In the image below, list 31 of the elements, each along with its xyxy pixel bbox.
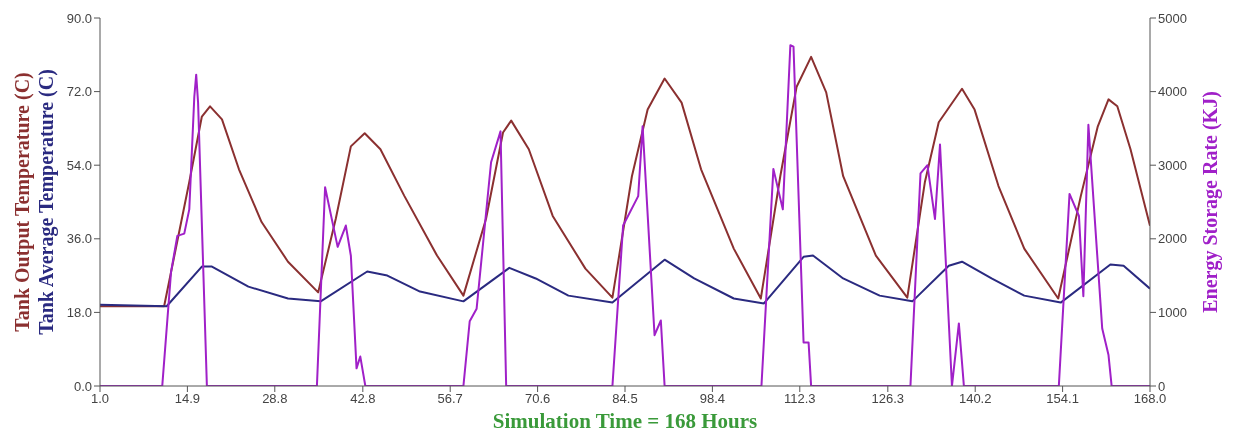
x-tick-label: 140.2 <box>958 391 992 407</box>
x-tick-label: 28.8 <box>262 391 288 407</box>
y-tick-label: 0.0 <box>73 378 92 394</box>
line-series <box>100 55 1150 308</box>
x-tick-label: 70.6 <box>524 391 551 407</box>
y2-tick-label: 0 <box>1158 378 1166 394</box>
line-series <box>100 254 1150 308</box>
y-tick-label: 72.0 <box>66 84 92 100</box>
x-tick-label: 112.3 <box>784 391 816 407</box>
y-tick-label: 18.0 <box>66 305 92 321</box>
y2-tick-label: 1000 <box>1158 305 1187 321</box>
y2-tick-label: 3000 <box>1158 157 1187 173</box>
y2-tick-label: 2000 <box>1158 231 1187 247</box>
x-tick-label: 154.1 <box>1046 391 1079 407</box>
x-tick-label: 126.3 <box>871 391 905 407</box>
y-tick-label: 54.0 <box>66 157 92 173</box>
y2-tick-label: 4000 <box>1158 84 1187 100</box>
x-tick-label: 168.0 <box>1133 391 1167 407</box>
y2-axis-title: Energy Storage Rate (KJ) <box>1199 91 1222 313</box>
text: Tank Average Temperature (C) <box>35 69 57 335</box>
y2-tick-label: 5000 <box>1158 10 1187 26</box>
x-axis-title: Simulation Time = 168 Hours <box>492 409 758 433</box>
y-tick-label: 90.0 <box>66 10 92 26</box>
x-tick-label: 42.8 <box>350 391 376 407</box>
x-tick-label: 14.9 <box>174 391 201 407</box>
x-tick-label: 98.4 <box>699 391 726 407</box>
text: Tank Output Temperature (C) <box>11 72 33 332</box>
x-tick-label: 1.0 <box>90 391 110 407</box>
x-tick-label: 84.5 <box>612 391 638 407</box>
x-tick-label: 56.7 <box>437 391 463 407</box>
y-tick-label: 36.0 <box>66 231 92 247</box>
